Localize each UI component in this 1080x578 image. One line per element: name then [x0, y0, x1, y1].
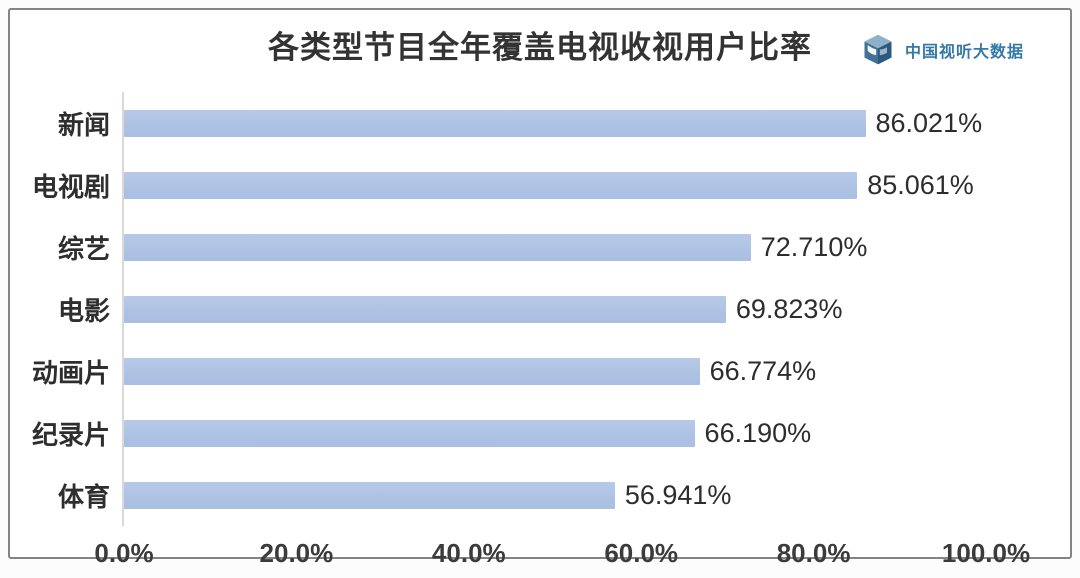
value-label: 56.941%	[625, 480, 732, 511]
bar-chart: 新闻 86.021% 电视剧 85.061% 综艺 72.710% 电影	[10, 92, 1070, 578]
bar-track: 66.190%	[122, 402, 986, 464]
bar-row: 电影 69.823%	[10, 278, 1070, 340]
x-tick-label: 0.0%	[94, 538, 153, 569]
x-tick-label: 80.0%	[777, 538, 851, 569]
bar	[124, 482, 615, 509]
category-label: 电影	[10, 291, 122, 328]
brand-logo: 中国视听大数据	[860, 32, 1024, 68]
bar-row: 动画片 66.774%	[10, 340, 1070, 402]
bar	[124, 234, 751, 261]
bar	[124, 358, 700, 385]
bar-row: 综艺 72.710%	[10, 216, 1070, 278]
bar-track: 66.774%	[122, 340, 986, 402]
bar	[124, 110, 866, 137]
chart-header: 各类型节目全年覆盖电视收视用户比率 中国视听大数据	[10, 10, 1070, 90]
value-label: 69.823%	[736, 294, 843, 325]
bar-track: 85.061%	[122, 154, 986, 216]
bar-row: 纪录片 66.190%	[10, 402, 1070, 464]
x-axis: 0.0% 20.0% 40.0% 60.0% 80.0% 100.0%	[124, 526, 986, 578]
bar-row: 电视剧 85.061%	[10, 154, 1070, 216]
chart-frame: 各类型节目全年覆盖电视收视用户比率 中国视听大数据 新闻 86.021% 电视剧	[8, 8, 1072, 559]
value-label: 72.710%	[761, 232, 868, 263]
x-tick-label: 20.0%	[260, 538, 334, 569]
category-label: 新闻	[10, 105, 122, 142]
value-label: 66.190%	[705, 418, 812, 449]
category-label: 动画片	[10, 353, 122, 390]
bar	[124, 172, 857, 199]
category-label: 电视剧	[10, 167, 122, 204]
x-tick-label: 40.0%	[432, 538, 506, 569]
bar-track: 86.021%	[122, 92, 986, 154]
bar-track: 72.710%	[122, 216, 986, 278]
bar-track: 56.941%	[122, 464, 986, 526]
bar-row: 体育 56.941%	[10, 464, 1070, 526]
value-label: 85.061%	[867, 170, 974, 201]
x-tick-label: 100.0%	[942, 538, 1030, 569]
bar-row: 新闻 86.021%	[10, 92, 1070, 154]
value-label: 86.021%	[876, 108, 983, 139]
category-label: 综艺	[10, 229, 122, 266]
bar	[124, 296, 726, 323]
category-label: 纪录片	[10, 415, 122, 452]
bar-track: 69.823%	[122, 278, 986, 340]
value-label: 66.774%	[710, 356, 817, 387]
x-tick-label: 60.0%	[604, 538, 678, 569]
category-label: 体育	[10, 477, 122, 514]
data-cube-icon	[860, 32, 896, 68]
bar	[124, 420, 695, 447]
brand-name: 中国视听大数据	[905, 38, 1024, 62]
